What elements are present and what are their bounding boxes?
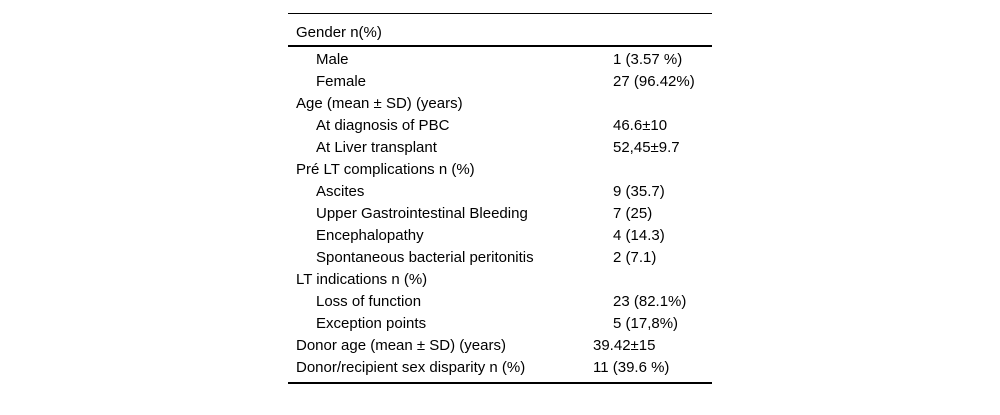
table-row: Donor age (mean ± SD) (years) 39.42±15 [288, 335, 712, 357]
table-row: Encephalopathy 4 (14.3) [288, 225, 712, 247]
table-row: LT indications n (%) [288, 269, 712, 291]
table-header-gender: Gender n(%) [288, 14, 712, 47]
table-row: Ascites 9 (35.7) [288, 181, 712, 203]
row-value: 9 (35.7) [613, 183, 665, 200]
row-value: 11 (39.6 %) [593, 359, 670, 376]
demographics-table: Gender n(%) Male 1 (3.57 %) Female 27 (9… [288, 13, 712, 384]
row-label: Age (mean ± SD) (years) [296, 95, 463, 112]
table-row: Female 27 (96.42%) [288, 71, 712, 93]
row-label: Donor/recipient sex disparity n (%) [296, 359, 526, 376]
row-label: Spontaneous bacterial peritonitis [316, 249, 534, 266]
table-row: Exception points 5 (17,8%) [288, 313, 712, 335]
row-label: Ascites [316, 183, 365, 200]
row-label: Donor age (mean ± SD) (years) [296, 337, 506, 354]
table-row: Pré LT complications n (%) [288, 159, 712, 181]
row-label: At Liver transplant [316, 139, 437, 156]
row-value: 52,45±9.7 [613, 139, 680, 156]
table-row: At diagnosis of PBC 46.6±10 [288, 115, 712, 137]
row-label: Loss of function [316, 293, 422, 310]
row-value: 5 (17,8%) [613, 315, 679, 332]
row-value: 7 (25) [613, 205, 653, 222]
table-row: Male 1 (3.57 %) [288, 49, 712, 71]
row-label: Pré LT complications n (%) [296, 161, 475, 178]
table-body: Male 1 (3.57 %) Female 27 (96.42%) Age (… [288, 47, 712, 382]
table-row: Upper Gastrointestinal Bleeding 7 (25) [288, 203, 712, 225]
row-label: Male [316, 51, 349, 68]
row-label: Female [316, 73, 367, 90]
row-value: 1 (3.57 %) [613, 51, 683, 68]
table-row: Age (mean ± SD) (years) [288, 93, 712, 115]
table-row: Loss of function 23 (82.1%) [288, 291, 712, 313]
row-label: Upper Gastrointestinal Bleeding [316, 205, 528, 222]
row-value: 27 (96.42%) [613, 73, 695, 90]
row-label: At diagnosis of PBC [316, 117, 450, 134]
row-label: LT indications n (%) [296, 271, 428, 288]
row-value: 23 (82.1%) [613, 293, 687, 310]
row-label: Encephalopathy [316, 227, 424, 244]
row-value: 4 (14.3) [613, 227, 665, 244]
row-value: 39.42±15 [593, 337, 656, 354]
table-row: Donor/recipient sex disparity n (%) 11 (… [288, 357, 712, 379]
table-row: Spontaneous bacterial peritonitis 2 (7.1… [288, 247, 712, 269]
row-value: 46.6±10 [613, 117, 668, 134]
row-label: Exception points [316, 315, 427, 332]
row-value: 2 (7.1) [613, 249, 657, 266]
table-row: At Liver transplant 52,45±9.7 [288, 137, 712, 159]
